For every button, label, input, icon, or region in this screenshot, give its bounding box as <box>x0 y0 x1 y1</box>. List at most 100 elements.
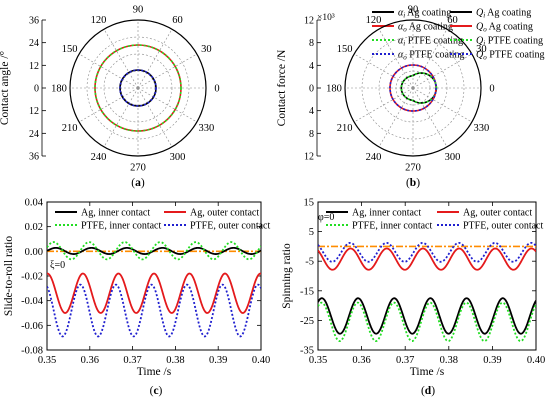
legend: Ag, inner contact Ag, outer contact PTFE, … <box>55 208 270 232</box>
x-tick-label: 0.35 <box>309 355 327 366</box>
y-tick-label: 15 <box>304 198 315 209</box>
polar-chart-b: 0 30 60 90 120 150 180 210 240 270 300 330 12 8 4 0 4 8 12… <box>276 5 545 190</box>
x-axis-label: Time /s <box>137 366 172 378</box>
series-1-line <box>47 246 261 255</box>
radial-tick-label: 12 <box>304 152 314 163</box>
series-1-curve <box>400 72 438 104</box>
grid-spoke <box>137 87 173 148</box>
x-tick-label: 0.39 <box>483 355 501 366</box>
y-tick-label: 0.04 <box>25 198 44 209</box>
angle-tick-label: 150 <box>62 44 78 55</box>
series-3-line <box>47 241 261 261</box>
y-axis-label: Spinning ratio <box>281 243 293 309</box>
angle-tick-label: 330 <box>474 123 490 134</box>
x-tick-label: 0.38 <box>166 355 184 366</box>
x-tick-label: 0.39 <box>209 355 227 366</box>
angle-tick-label: 0 <box>489 84 494 95</box>
series-2-line <box>47 272 261 314</box>
grid-spoke <box>378 28 414 89</box>
y-tick-label: 5 <box>309 227 314 238</box>
x-axis-label: Time /s <box>410 366 445 378</box>
line-chart-c: 0.35 0.36 0.37 0.38 0.39 0.40 -0.08 -0.06 -0.04 -… <box>3 198 270 398</box>
grid-spoke <box>412 87 473 123</box>
grid-spoke <box>412 28 448 89</box>
grid-spoke <box>78 87 139 123</box>
angle-tick-label: 30 <box>476 44 487 55</box>
axis-multiplier: ×10³ <box>317 13 335 23</box>
legend-entry: Qi PTFE coating <box>476 36 543 48</box>
angle-tick-label: 120 <box>91 15 107 26</box>
y-tick-label: -0.06 <box>21 321 43 332</box>
legend-entry: αo PTFE coating <box>398 50 465 62</box>
radial-tick-label: 12 <box>29 61 39 72</box>
legend-entry: Ag, outer contact <box>190 208 259 219</box>
grid-spoke <box>412 87 448 148</box>
y-axis-label: Contact force /N <box>276 49 288 126</box>
angle-tick-label: 210 <box>62 123 78 134</box>
legend-entry: αo Ag coating <box>398 22 453 34</box>
legend: Qi Ag coating Qo Ag coating Qi PTFE coatin… <box>450 8 545 62</box>
y-axis-label: Slide-to-roll ratio <box>3 236 15 316</box>
y-tick-label: -0.02 <box>21 272 43 283</box>
angle-tick-label: 90 <box>133 5 144 16</box>
x-tick-label: 0.37 <box>123 355 141 366</box>
legend-entry: Qi Ag coating <box>476 8 531 20</box>
x-tick-label: 0.40 <box>527 355 545 366</box>
x-tick-label: 0.36 <box>81 355 99 366</box>
y-tick-label: 0.00 <box>25 247 43 258</box>
angle-tick-label: 180 <box>326 84 342 95</box>
grid-spoke <box>137 87 198 123</box>
radial-tick-label: 36 <box>29 152 39 163</box>
panel-label: (a) <box>131 177 145 189</box>
angle-tick-label: 150 <box>337 44 353 55</box>
legend-entry: PTFE, inner contact <box>352 221 432 232</box>
series-2-line <box>318 247 536 271</box>
radial-tick-label: 24 <box>29 129 39 140</box>
legend-entry: PTFE, outer contact <box>463 221 543 232</box>
radial-tick-label: 8 <box>309 38 314 49</box>
y-tick-label: -25 <box>300 316 314 327</box>
legend-entry: PTFE, inner contact <box>81 221 161 232</box>
legend: Ag, inner contact Ag, outer contact PTFE, … <box>326 208 543 232</box>
angle-tick-label: 120 <box>366 15 382 26</box>
radial-tick-label: 8 <box>309 129 314 140</box>
panel-label: (d) <box>421 385 435 397</box>
y-tick-label: -5 <box>305 257 314 268</box>
legend-entry: Qo PTFE coating <box>476 50 545 62</box>
radial-tick-label: 4 <box>309 106 314 117</box>
angle-tick-label: 300 <box>170 152 186 163</box>
angle-tick-label: 330 <box>199 123 215 134</box>
series-4-line <box>318 241 536 263</box>
angle-tick-label: 240 <box>366 152 382 163</box>
x-tick-label: 0.37 <box>396 355 414 366</box>
legend-entry: Ag, inner contact <box>81 208 150 219</box>
grid-spoke <box>103 87 139 148</box>
angle-tick-label: 300 <box>445 152 461 163</box>
angle-tick-label: 210 <box>337 123 353 134</box>
outer-circle <box>344 19 482 157</box>
series-3-curve <box>94 44 182 132</box>
y-tick-label: -0.04 <box>21 296 44 307</box>
radial-tick-label: 24 <box>29 38 39 49</box>
grid-spoke <box>137 53 198 89</box>
y-tick-label: -0.08 <box>21 346 43 357</box>
angle-tick-label: 60 <box>447 15 458 26</box>
radial-tick-label: 0 <box>34 84 39 95</box>
x-tick-label: 0.40 <box>252 355 270 366</box>
radial-tick-label: 36 <box>29 16 39 27</box>
angle-tick-label: 240 <box>91 152 107 163</box>
plot-frame <box>317 201 537 351</box>
y-tick-label: 0.02 <box>25 222 43 233</box>
radial-tick-label: 4 <box>309 61 314 72</box>
grid-spoke <box>378 87 414 148</box>
grid-ring <box>361 36 465 140</box>
panel-label: (b) <box>406 177 420 189</box>
legend: αi Ag coating αo Ag coating αi PTFE coatin… <box>372 8 465 62</box>
angle-tick-label: 30 <box>201 44 212 55</box>
grid-spoke <box>353 87 414 123</box>
y-axis-label: Contact angle /° <box>0 50 11 125</box>
reference-label: ξ=0 <box>50 260 65 271</box>
angle-tick-label: 270 <box>405 163 421 174</box>
series-4-curve <box>389 64 437 112</box>
panel-label: (c) <box>150 385 163 397</box>
